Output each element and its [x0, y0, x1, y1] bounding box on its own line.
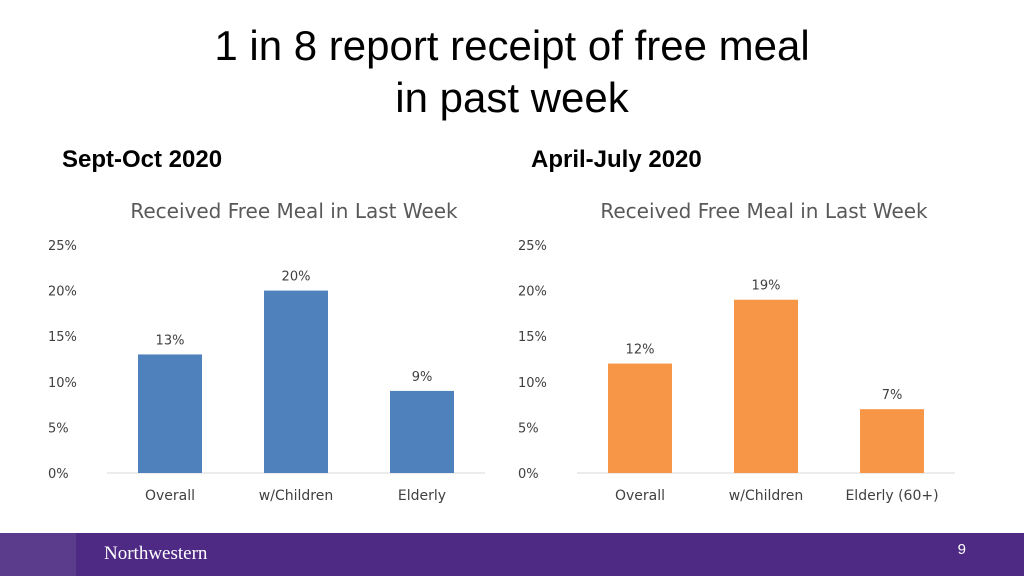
footer-accent [0, 533, 76, 576]
northwestern-wordmark: Northwestern [104, 543, 208, 564]
slide-title-line1: 1 in 8 report receipt of free meal [214, 22, 810, 69]
y-tick-label: 5% [48, 421, 69, 436]
slide-title-line2: in past week [395, 74, 629, 121]
y-tick-label: 25% [518, 239, 547, 254]
bar-w-children [264, 290, 328, 473]
y-tick-label: 5% [518, 421, 539, 436]
bar-w-children [734, 299, 798, 473]
chart-title: Received Free Meal in Last Week [130, 199, 458, 223]
bar-elderly [390, 390, 454, 473]
bar-chart-sept-oct: Received Free Meal in Last Week 0% 5% 10% 15… [48, 199, 485, 504]
category-label: Overall [615, 488, 665, 504]
data-label: 12% [626, 343, 655, 358]
y-tick-label: 20% [48, 285, 77, 300]
bar-chart-april-july: Received Free Meal in Last Week 0% 5% 10% 15… [518, 199, 955, 504]
bar-overall [138, 354, 202, 473]
y-tick-label: 20% [518, 285, 547, 300]
y-tick-label: 15% [518, 330, 547, 345]
data-label: 9% [412, 370, 433, 385]
category-label: w/Children [259, 488, 333, 504]
y-tick-label: 0% [48, 467, 69, 482]
category-label: w/Children [729, 488, 803, 504]
footer-bar: Northwestern 9 [0, 533, 1024, 576]
bar-elderly-60 [860, 409, 924, 473]
data-label: 7% [882, 388, 903, 403]
period-label-right: April-July 2020 [531, 146, 702, 173]
y-tick-label: 10% [48, 376, 77, 391]
slide-title: 1 in 8 report receipt of free meal in pa… [0, 20, 1024, 124]
category-label: Elderly [398, 488, 446, 504]
data-label: 20% [282, 270, 311, 285]
y-tick-label: 15% [48, 330, 77, 345]
data-label: 19% [752, 279, 781, 294]
data-label: 13% [156, 333, 185, 348]
y-tick-label: 10% [518, 376, 547, 391]
period-label-left: Sept-Oct 2020 [62, 146, 223, 173]
bar-overall [608, 363, 672, 473]
y-tick-label: 25% [48, 239, 77, 254]
chart-title: Received Free Meal in Last Week [600, 199, 928, 223]
category-label: Overall [145, 488, 195, 504]
y-tick-label: 0% [518, 467, 539, 482]
page-number: 9 [957, 541, 966, 558]
category-label: Elderly (60+) [845, 488, 938, 504]
